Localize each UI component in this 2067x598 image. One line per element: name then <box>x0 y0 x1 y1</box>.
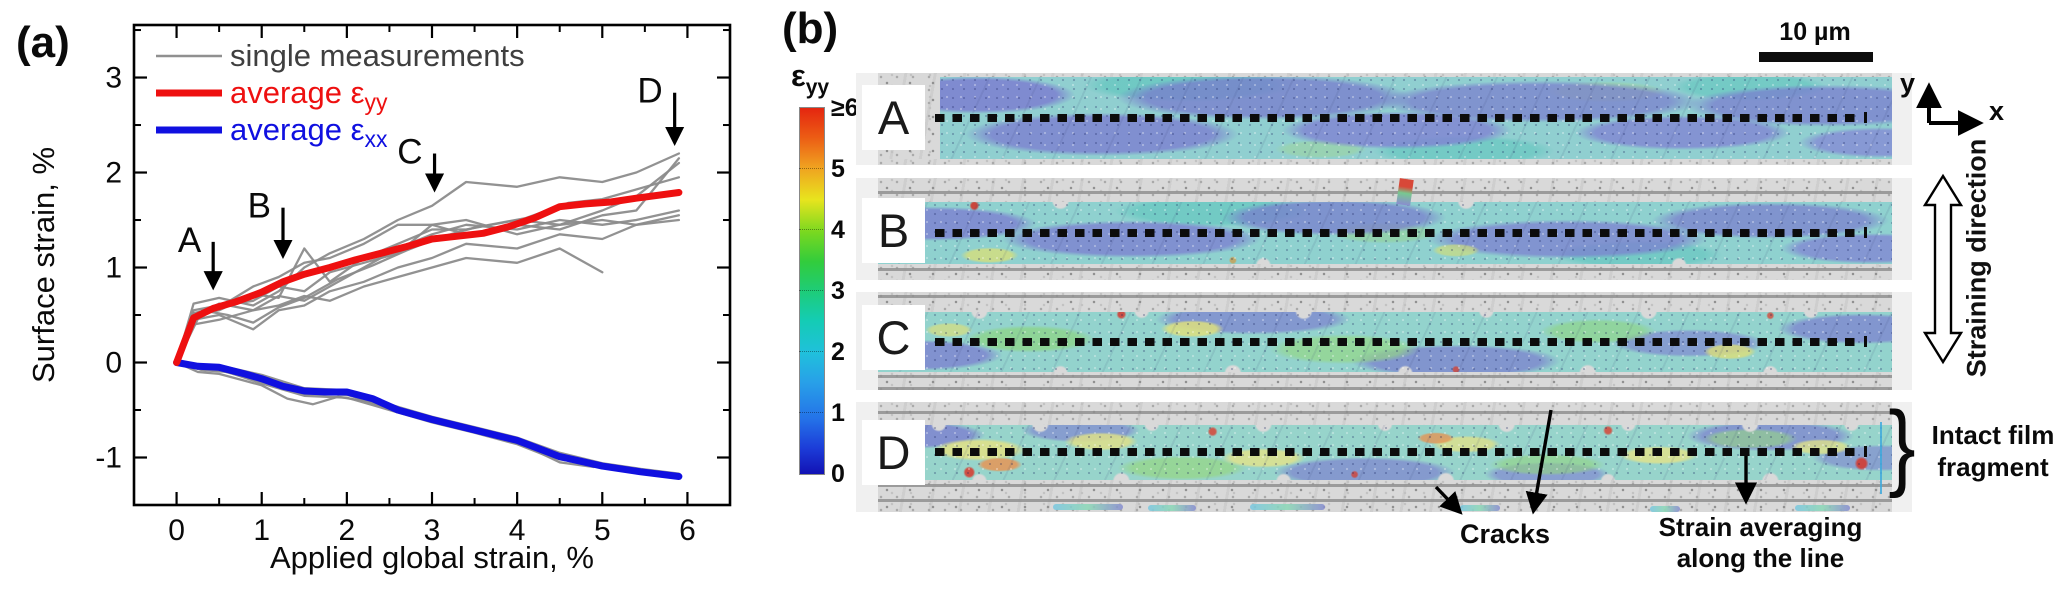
colorbar-tick-label: ≥6 <box>831 94 859 122</box>
xy-axes-icon <box>1916 82 1984 136</box>
x-tick-label: 6 <box>679 514 696 547</box>
event-label-a: A <box>178 221 202 260</box>
strip-label-c: C <box>862 305 925 370</box>
x-axis-title: Applied global strain, % <box>270 540 594 575</box>
substrate-groove <box>878 191 1892 194</box>
film-fragment-debris <box>1148 505 1196 511</box>
data-series <box>175 361 587 464</box>
strain-map-strip-b: B <box>856 178 1912 280</box>
event-label-c: C <box>397 133 422 172</box>
y-tick-label: 0 <box>105 347 122 380</box>
substrate-groove <box>878 499 1892 502</box>
panel-b-label: (b) <box>782 4 839 53</box>
strip-label-d: D <box>862 420 925 485</box>
strain-averaging-line <box>935 338 1860 346</box>
strip-label-a: A <box>862 85 925 150</box>
colorbar-tick-label: 4 <box>831 216 845 244</box>
substrate-groove <box>878 268 1892 271</box>
strain-map-strip-c: C <box>856 292 1912 390</box>
line-end-mark <box>1864 227 1867 238</box>
cracks-label: Cracks <box>1459 519 1551 549</box>
film-fragment-debris <box>1795 505 1850 511</box>
x-tick-label: 3 <box>424 514 441 547</box>
data-series <box>175 247 604 364</box>
y-tick-label: 2 <box>105 157 122 190</box>
film-fragment-debris <box>1250 504 1325 510</box>
epsilon-subscript: yy <box>805 76 830 99</box>
line-end-mark <box>1864 336 1867 347</box>
substrate-edge <box>878 264 1892 280</box>
x-tick-label: 1 <box>253 514 270 547</box>
colorbar-tickline <box>799 290 823 291</box>
colorbar-tickline <box>799 229 823 230</box>
event-label-b: B <box>248 187 271 226</box>
strain-avg-line2: along the line <box>1676 543 1845 573</box>
event-label-d: D <box>637 72 662 111</box>
data-series <box>175 361 595 469</box>
substrate-groove <box>878 387 1892 390</box>
strain-colorbar <box>799 107 825 475</box>
y-axis-title: Surface strain, % <box>26 147 61 383</box>
strain-averaging-line <box>935 229 1860 237</box>
colorbar-tickline <box>799 168 823 169</box>
strain-averaging-line <box>935 114 1860 122</box>
strain-averaging-label: Strain averaging along the line <box>1648 512 1873 574</box>
substrate-groove <box>878 484 1892 487</box>
straining-direction-label: Straining direction <box>1961 138 1992 378</box>
colorbar-tick-label: 5 <box>831 155 845 183</box>
colorbar-tickline <box>799 351 823 352</box>
scalebar-label: 10 µm <box>1779 18 1851 46</box>
axis-x-label: x <box>1989 96 2005 126</box>
data-series <box>173 359 683 480</box>
substrate-edge <box>878 178 1892 202</box>
straining-direction-arrow <box>1922 173 1964 365</box>
x-tick-label: 2 <box>339 514 356 547</box>
line-end-mark <box>1864 112 1867 123</box>
strain-map-strip-a: A <box>856 73 1912 165</box>
data-series <box>175 214 681 364</box>
legend-label: average εxx <box>230 112 388 152</box>
colorbar-tick-label: 0 <box>831 460 845 488</box>
axis-y-label: y <box>1900 68 1916 98</box>
colorbar-tickline <box>799 412 823 413</box>
substrate-groove <box>878 295 1892 298</box>
film-fragment-debris <box>1650 506 1680 512</box>
strain-averaging-line <box>935 448 1860 456</box>
legend-label: single measurements <box>230 38 525 73</box>
line-end-mark <box>1864 446 1867 457</box>
legend-label: average εyy <box>230 75 388 115</box>
colorbar-title: εyy <box>791 58 829 100</box>
substrate-edge <box>878 402 1892 425</box>
film-fragment-debris <box>1460 505 1500 511</box>
colorbar-tick-label: 2 <box>831 338 845 366</box>
strip-label-b: B <box>862 198 925 263</box>
substrate-edge <box>878 73 1892 77</box>
substrate-groove <box>878 375 1892 378</box>
strain-map-strip-d: D <box>856 402 1912 512</box>
brace-icon: } <box>1888 392 1916 499</box>
substrate-groove <box>878 411 1892 414</box>
fragment-boundary-line <box>1880 422 1882 494</box>
intact-line1: Intact film <box>1931 420 2055 450</box>
y-tick-label: -1 <box>95 442 122 475</box>
film-fragment-debris <box>1053 504 1123 510</box>
x-tick-label: 5 <box>594 514 611 547</box>
y-tick-label: 3 <box>105 62 122 95</box>
epsilon-symbol: ε <box>791 58 806 93</box>
panel-a-label: (a) <box>16 18 70 67</box>
intact-film-fragment-label: Intact film fragment <box>1922 419 2064 483</box>
x-tick-label: 0 <box>168 514 185 547</box>
intact-line2: fragment <box>1937 452 2049 482</box>
x-tick-label: 4 <box>509 514 526 547</box>
strain-avg-line1: Strain averaging <box>1658 512 1863 542</box>
y-tick-label: 1 <box>105 252 122 285</box>
substrate-edge <box>878 159 1892 165</box>
data-series <box>173 189 683 366</box>
data-series <box>175 218 681 364</box>
colorbar-tick-label: 1 <box>831 399 845 427</box>
colorbar-tick-label: 3 <box>831 277 845 305</box>
scalebar <box>1759 52 1873 62</box>
